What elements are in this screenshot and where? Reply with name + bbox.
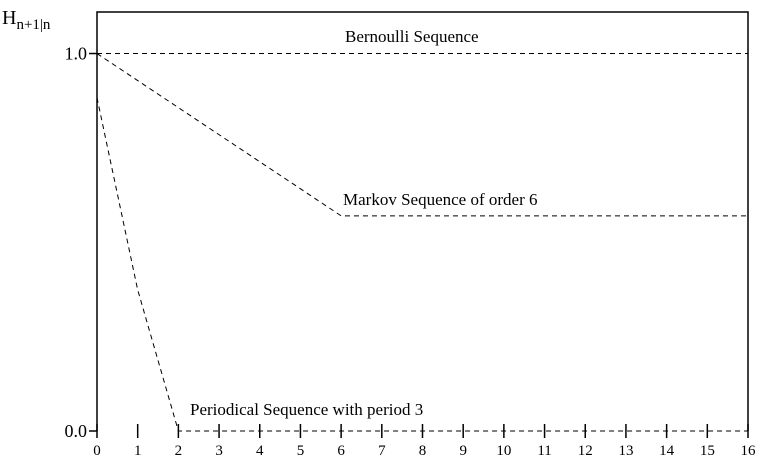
y-tick-label: 1.0: [65, 44, 88, 64]
frame: [96, 11, 749, 431]
y-label-main: H: [2, 7, 16, 29]
x-tick-label: 6: [337, 443, 345, 459]
y-axis-label: Hn+1|n: [2, 7, 51, 33]
y-label-sub: n+1|n: [16, 17, 50, 33]
series-label: Markov Sequence of order 6: [343, 190, 538, 209]
x-tick-label: 4: [256, 443, 264, 459]
series-line: [96, 97, 748, 432]
series-label: Periodical Sequence with period 3: [190, 400, 423, 419]
x-tick-label: 15: [700, 443, 715, 459]
x-tick-label: 7: [378, 443, 386, 459]
x-tick-label: 14: [659, 443, 675, 459]
x-tick-label: 10: [496, 443, 511, 459]
y-tick-label: 0.0: [65, 421, 88, 441]
x-tick-label: 5: [297, 443, 305, 459]
x-tick-label: 9: [459, 443, 467, 459]
x-tick-label: 11: [537, 443, 551, 459]
x-tick-label: 13: [618, 443, 633, 459]
x-tick-label: 1: [134, 443, 142, 459]
x-tick-label: 3: [215, 443, 223, 459]
x-tick-label: 16: [741, 443, 757, 459]
x-tick-label: 2: [175, 443, 183, 459]
series-label: Bernoulli Sequence: [345, 27, 479, 46]
x-tick-label: 0: [93, 443, 101, 459]
x-tick-label: 8: [419, 443, 427, 459]
x-tick-label: 12: [578, 443, 593, 459]
